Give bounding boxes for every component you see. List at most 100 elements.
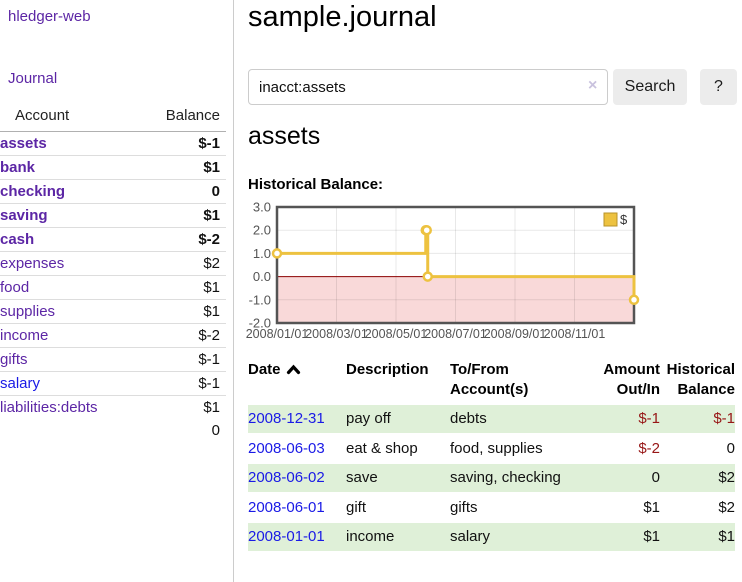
sidebar-item-journal[interactable]: Journal <box>8 70 58 87</box>
account-link[interactable]: saving <box>0 207 48 224</box>
app-title-link[interactable]: hledger-web <box>8 8 91 25</box>
y-axis-tick-label: -1.0 <box>249 292 271 307</box>
transaction-accounts: saving, checking <box>450 469 561 486</box>
data-point-marker <box>271 248 283 259</box>
accounts-total-row: 0 <box>0 419 226 442</box>
search-bar: × Search ? <box>248 69 737 105</box>
page-title: sample.journal <box>248 1 437 33</box>
transaction-balance: $1 <box>660 522 735 553</box>
register-header-row: Date Description To/From Account(s) Amou… <box>248 358 735 405</box>
transaction-balance: $-1 <box>660 405 735 435</box>
chart-title: Historical Balance: <box>248 176 384 193</box>
x-axis-tick-label: 2008/07/01 <box>424 327 487 341</box>
account-link[interactable]: salary <box>0 375 41 392</box>
accounts-table-header: Account Balance <box>0 103 226 132</box>
transaction-balance: $2 <box>660 463 735 494</box>
x-axis-tick-label: 2008/09/01 <box>484 327 547 341</box>
date-link[interactable]: 2008-06-03 <box>248 439 325 457</box>
account-balance: $-1 <box>139 347 226 372</box>
account-link[interactable]: checking <box>0 183 66 200</box>
account-balance: $1 <box>139 395 226 419</box>
transaction-balance: 0 <box>660 433 735 464</box>
account-link[interactable]: bank <box>0 159 36 176</box>
historical-balance-chart: $3.0 2.0 1.0 0.0 -1.0 -2.02008/01/012008/03/0… <box>246 200 640 341</box>
data-point-marker <box>421 224 432 236</box>
account-link[interactable]: cash <box>0 231 35 248</box>
transaction-description: gift <box>346 492 450 523</box>
account-row: food $1 <box>0 275 226 300</box>
transaction-balance: $2 <box>660 492 735 523</box>
register-row: 2008-06-01 gift gifts $1 $2 <box>248 492 735 523</box>
account-row: bank $1 <box>0 155 226 180</box>
account-link[interactable]: expenses <box>0 255 65 272</box>
data-point-marker <box>628 294 640 306</box>
account-link[interactable]: liabilities:debts <box>0 399 98 416</box>
account-row: expenses $2 <box>0 251 226 276</box>
y-axis-tick-label: -2.0 <box>249 316 271 331</box>
transaction-accounts: gifts <box>450 498 478 516</box>
account-column-header: Account <box>0 103 140 132</box>
register-table: Date Description To/From Account(s) Amou… <box>248 358 735 553</box>
date-link[interactable]: 2008-12-31 <box>248 410 325 427</box>
transaction-amount: 0 <box>600 463 660 494</box>
x-axis-tick-label: 2008/11/01 <box>544 327 606 341</box>
account-link[interactable]: income <box>0 327 49 344</box>
clear-search-icon[interactable]: × <box>588 77 598 94</box>
transaction-description: eat & shop <box>346 433 450 464</box>
transaction-amount: $1 <box>600 492 660 523</box>
account-heading: assets <box>248 122 321 150</box>
x-axis-tick-label: 2008/03/01 <box>305 327 368 341</box>
transaction-amount: $-1 <box>600 405 660 435</box>
account-link[interactable]: gifts <box>0 351 28 368</box>
transaction-accounts: food, supplies <box>450 439 543 457</box>
legend-label: $ <box>620 212 628 227</box>
search-input[interactable] <box>248 69 608 105</box>
account-balance: $1 <box>139 275 226 300</box>
transaction-amount: $1 <box>600 522 660 553</box>
register-row: 2008-06-02 save saving, checking 0 $2 <box>248 463 735 494</box>
legend-swatch <box>603 212 618 227</box>
account-row: salary $-1 <box>0 371 226 396</box>
transaction-description: pay off <box>346 405 450 435</box>
account-row: cash $-2 <box>0 227 226 252</box>
sort-ascending-icon <box>286 364 300 375</box>
account-row: gifts $-1 <box>0 347 226 372</box>
account-balance: $-1 <box>198 135 220 152</box>
date-column-header[interactable]: Date <box>248 358 346 405</box>
y-axis-tick-label: 3.0 <box>253 200 271 215</box>
register-row: 2008-01-01 income salary $1 $1 <box>248 522 735 553</box>
account-balance: $1 <box>139 203 226 228</box>
transaction-description: save <box>346 463 450 494</box>
account-row: checking 0 <box>0 179 226 204</box>
y-axis-tick-label: 0.0 <box>253 269 271 284</box>
account-row: income $-2 <box>0 323 226 348</box>
account-link[interactable]: assets <box>0 135 47 152</box>
account-row: saving $1 <box>0 203 226 228</box>
x-axis-tick-label: 2008/01/01 <box>246 327 309 341</box>
transaction-amount: $-2 <box>600 433 660 464</box>
x-axis-tick-label: 2008/05/01 <box>365 327 428 341</box>
transaction-accounts: debts <box>450 410 487 427</box>
register-row: 2008-06-03 eat & shop food, supplies $-2 0 <box>248 433 735 464</box>
accounts-table: Account Balance assets $-1 bank $1 checking 0… <box>0 103 226 442</box>
transaction-accounts: salary <box>450 528 491 545</box>
account-link[interactable]: food <box>0 279 30 296</box>
help-button[interactable]: ? <box>700 69 737 105</box>
date-link[interactable]: 2008-06-01 <box>248 498 325 516</box>
date-link[interactable]: 2008-01-01 <box>248 528 325 545</box>
register-row: 2008-12-31 pay off debts $-1 $-1 <box>248 405 735 435</box>
account-balance: $1 <box>139 155 226 180</box>
date-link[interactable]: 2008-06-02 <box>248 469 325 486</box>
accounts-total-value: 0 <box>211 422 220 439</box>
y-axis-tick-label: 2.0 <box>253 223 271 238</box>
account-balance: $-1 <box>139 371 226 396</box>
account-balance: $-2 <box>139 227 226 252</box>
account-balance: $2 <box>139 251 226 276</box>
balance-column-header: Balance <box>139 103 226 132</box>
balance-column-header-register: Historical Balance <box>666 361 735 398</box>
account-row: supplies $1 <box>0 299 226 324</box>
account-balance: $1 <box>139 299 226 324</box>
search-button[interactable]: Search <box>613 69 687 105</box>
account-row: assets $-1 <box>0 132 226 156</box>
account-link[interactable]: supplies <box>0 303 56 320</box>
